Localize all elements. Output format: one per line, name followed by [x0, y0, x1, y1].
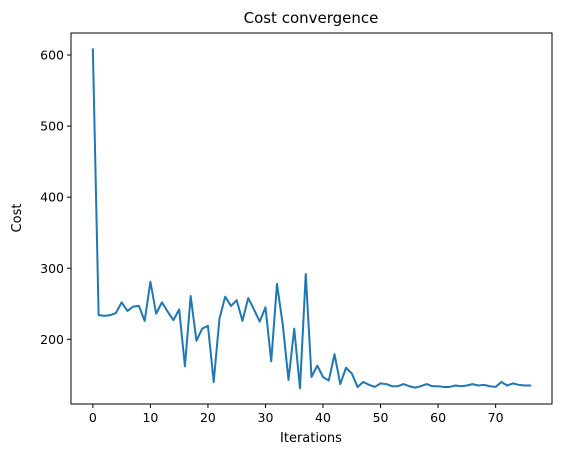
- x-tick-label: 20: [200, 410, 216, 425]
- y-tick-label: 200: [40, 332, 64, 347]
- chart-title: Cost convergence: [244, 9, 379, 27]
- x-tick-label: 0: [89, 410, 97, 425]
- y-tick-label: 600: [40, 48, 64, 63]
- y-tick-label: 400: [40, 190, 64, 205]
- x-tick-label: 70: [488, 410, 504, 425]
- y-tick-label: 500: [40, 119, 64, 134]
- y-tick-label: 300: [40, 261, 64, 276]
- x-axis-label: Iterations: [280, 431, 342, 446]
- x-tick-label: 30: [258, 410, 274, 425]
- x-tick-label: 50: [373, 410, 389, 425]
- plot-frame: [70, 32, 553, 405]
- y-axis: 200 300 400 500 600: [40, 48, 71, 347]
- plot-area: [91, 48, 532, 390]
- series-line-0: [91, 48, 532, 390]
- x-tick-label: 60: [430, 410, 446, 425]
- x-tick-label: 40: [315, 410, 331, 425]
- x-tick-label: 10: [142, 410, 158, 425]
- x-axis: 0 10 20 30 40 50 60 70: [89, 404, 504, 425]
- y-axis-label: Cost: [10, 204, 25, 233]
